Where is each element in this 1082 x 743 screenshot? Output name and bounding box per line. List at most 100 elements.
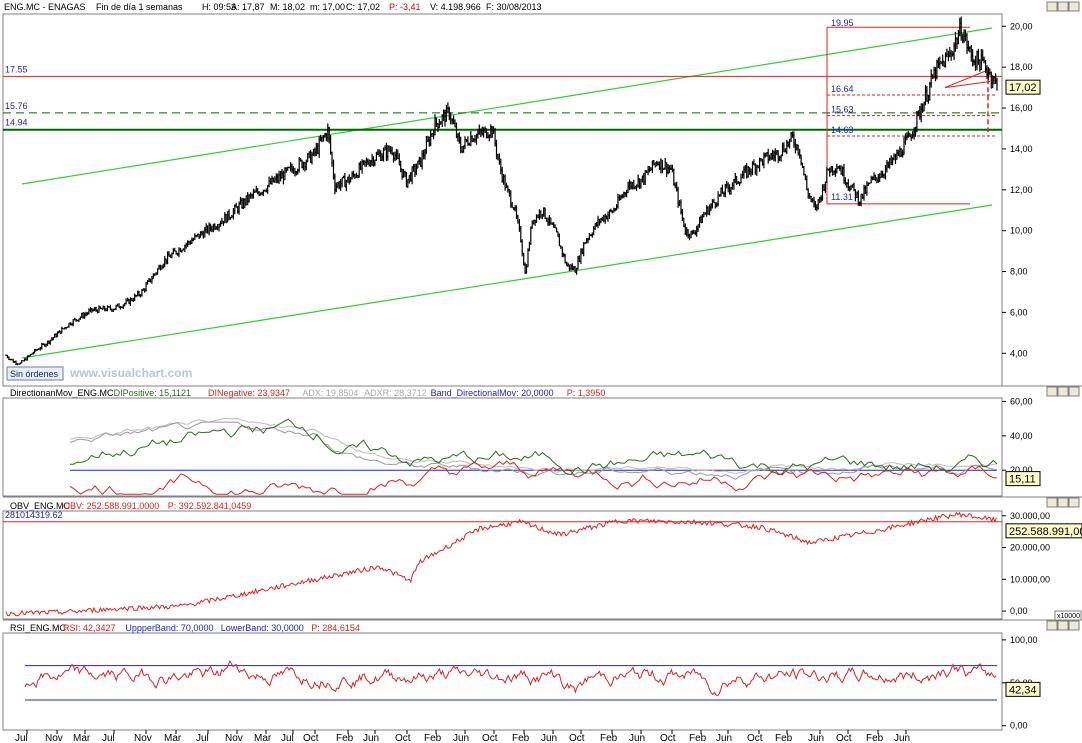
no-orders-button[interactable] bbox=[6, 366, 64, 381]
level-label-19-95: 19.95 bbox=[831, 18, 854, 28]
obv-tick-label: 20.000,00 bbox=[1010, 543, 1050, 553]
rsi-legend-item: RSI_ENG.MC bbox=[10, 623, 67, 633]
rsi-last-value: 42,34 bbox=[1009, 684, 1037, 696]
obv-tick-label: 30.000,00 bbox=[1010, 511, 1050, 521]
obv-last-value-box bbox=[1005, 523, 1082, 539]
price-last-value-box bbox=[1005, 79, 1041, 95]
dmi-tick-label: 20,00 bbox=[1010, 465, 1033, 475]
level-label-17-55: 17.55 bbox=[5, 64, 28, 74]
close-button[interactable] bbox=[1068, 1, 1080, 12]
triangle-line-bottom bbox=[944, 80, 991, 89]
rsi-line bbox=[24, 659, 997, 697]
header-low: m: 17,00 bbox=[310, 2, 345, 12]
x-tick-label: Oct bbox=[303, 733, 319, 743]
dmi-legend-item: DIPositive: 15,1121 bbox=[114, 388, 191, 398]
panel-down-button[interactable] bbox=[1057, 386, 1069, 397]
level-label-11-31: 11.31 bbox=[831, 192, 853, 202]
x-tick-label: Feb bbox=[689, 733, 707, 743]
dmi-adxr-line bbox=[69, 418, 998, 475]
obv-legend-item: OBV: 252.588.991,0000 bbox=[63, 501, 159, 511]
x-tick-label: Nov bbox=[225, 733, 243, 743]
maximize-button[interactable] bbox=[1057, 1, 1069, 12]
watermark: www.visualchart.com bbox=[69, 366, 192, 380]
level-label-14-94: 14.94 bbox=[5, 118, 28, 128]
dmi-legend-item: P: 1,3950 bbox=[567, 388, 606, 398]
header-close: C: 17,02 bbox=[346, 2, 380, 12]
x-tick-label: Oct bbox=[836, 733, 852, 743]
price-layer: 19.95 17.55 16.64 15.76 15.63 14.94 14.63 11.31 bbox=[3, 16, 1002, 366]
panel-up-button[interactable] bbox=[1046, 497, 1058, 508]
panel-up-button[interactable] bbox=[1046, 620, 1058, 631]
price-tick-label: 16,00 bbox=[1010, 103, 1033, 113]
x-tick-label: Oct bbox=[395, 733, 411, 743]
level-label-16-64: 16.64 bbox=[831, 84, 854, 94]
dmi-last-value: 15,11 bbox=[1009, 474, 1036, 486]
dmi-last-value-box bbox=[1005, 471, 1041, 487]
x-tick-label: Oct bbox=[482, 733, 498, 743]
obv-last-value: 252.588.991,00 bbox=[1009, 526, 1082, 538]
header-high: M: 18,02 bbox=[270, 2, 305, 12]
x-tick-label: Jun bbox=[716, 733, 732, 743]
x-tick-label: Mar bbox=[73, 733, 91, 743]
obv-tick-label: 0,00 bbox=[1010, 606, 1028, 616]
rsi-last-value-box bbox=[1005, 681, 1041, 697]
price-tick-label: 18,00 bbox=[1010, 62, 1033, 72]
header-volume: V: 4.198.966 bbox=[430, 2, 481, 12]
dmi-positive-line bbox=[69, 418, 998, 476]
dmi-layer: DirectionanMov_ENG.MC DIPositive: 15,1121… bbox=[10, 388, 998, 496]
panel-close-button[interactable] bbox=[1068, 620, 1080, 631]
x-tick-label: Feb bbox=[336, 733, 354, 743]
dmi-legend-item: Band_DirectionalMov: 20,0000 bbox=[431, 388, 554, 398]
dmi-legend-item: DINegative: 23,9347 bbox=[208, 388, 290, 398]
header-time: H: 09:53 bbox=[202, 2, 236, 12]
rsi-legend-item: RSI: 42,3427 bbox=[63, 623, 116, 633]
dmi-legend-item: DirectionanMov_ENG.MC bbox=[10, 388, 114, 398]
obv-reference-label: 281014319.62 bbox=[5, 510, 63, 520]
x-tick-label: Nov bbox=[45, 733, 63, 743]
rsi-legend-item: P: 284,6154 bbox=[311, 623, 360, 633]
panel-buttons-top bbox=[1046, 1, 1080, 12]
x-tick-label: Feb bbox=[512, 733, 530, 743]
x-tick-label: Feb bbox=[600, 733, 618, 743]
panel-down-button[interactable] bbox=[1057, 620, 1069, 631]
price-tick-label: 12,00 bbox=[1010, 185, 1033, 195]
rsi-tick-label: 0,00 bbox=[1010, 721, 1028, 731]
dmi-legend-item: ADX: 19,8504 bbox=[302, 388, 358, 398]
price-tick-label: 10,00 bbox=[1010, 226, 1033, 236]
dmi-panel bbox=[2, 397, 1003, 497]
dmi-tick-label: 60,00 bbox=[1010, 396, 1033, 406]
x-tick-label: Oct bbox=[569, 733, 585, 743]
rsi-legend-item: UppperBand: 70,0000 bbox=[125, 623, 213, 633]
header-open: A: 17,87 bbox=[231, 2, 265, 12]
level-label-15-76: 15.76 bbox=[5, 101, 28, 111]
x-tick-label: Oct bbox=[747, 733, 763, 743]
rsi-panel bbox=[2, 632, 1003, 731]
dmi-legend-item: ADXR: 28,3712 bbox=[364, 388, 427, 398]
x-tick-label: Feb bbox=[775, 733, 793, 743]
x-tick-label: Jun bbox=[629, 733, 645, 743]
dmi-tick-label: 40,00 bbox=[1010, 431, 1033, 441]
x-tick-label: Jul bbox=[102, 733, 115, 743]
x-tick-label: Feb bbox=[866, 733, 884, 743]
panel-down-button[interactable] bbox=[1057, 497, 1069, 508]
price-last-value: 17,02 bbox=[1009, 82, 1037, 94]
obv-tick-label: 10.000,00 bbox=[1010, 574, 1050, 584]
x-tick-label: Oct bbox=[660, 733, 676, 743]
price-tick-label: 6,00 bbox=[1010, 307, 1028, 317]
panel-up-button[interactable] bbox=[1046, 386, 1058, 397]
minimize-button[interactable] bbox=[1046, 1, 1058, 12]
header-bar bbox=[0, 0, 1082, 13]
x-tick-label: Jul bbox=[196, 733, 209, 743]
level-label-14-63: 14.63 bbox=[831, 125, 854, 135]
price-tick-label: 14,00 bbox=[1010, 144, 1033, 154]
price-tick-label: 8,00 bbox=[1010, 267, 1028, 277]
panel-close-button[interactable] bbox=[1068, 386, 1080, 397]
rsi-legend-item: LowerBand: 30,0000 bbox=[221, 623, 304, 633]
obv-panel bbox=[2, 510, 1003, 620]
panel-close-button[interactable] bbox=[1068, 497, 1080, 508]
dmi-negative-line bbox=[69, 460, 997, 496]
obv-unit-label: x10000 bbox=[1057, 613, 1080, 620]
price-tick-label: 4,00 bbox=[1010, 348, 1028, 358]
price-tick-label: 20,00 bbox=[1010, 21, 1033, 31]
